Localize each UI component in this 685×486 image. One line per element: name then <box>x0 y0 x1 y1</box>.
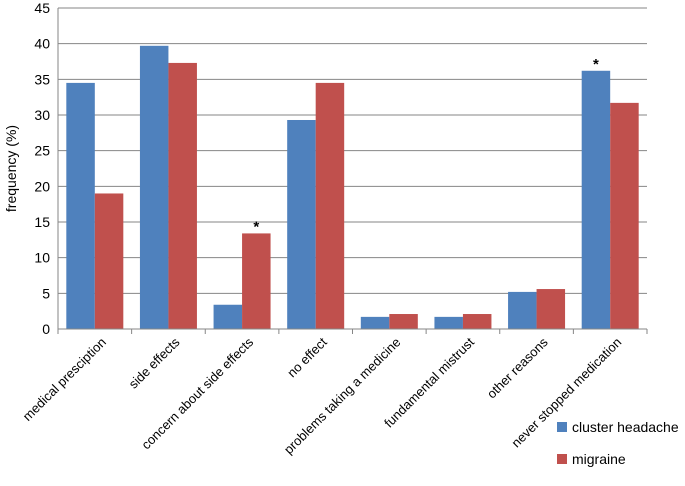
bar-cluster-headache-5 <box>434 316 463 329</box>
bar-cluster-headache-4 <box>360 316 390 329</box>
x-category-label-0: medical presciption <box>20 335 109 424</box>
bar-migraine-6 <box>536 289 566 329</box>
x-category-label-3: no effect <box>284 334 330 380</box>
y-tick-labels: 0 5 10 15 20 25 30 35 40 45 <box>34 0 50 337</box>
x-category-label-1: side effects <box>126 334 183 391</box>
y-tick-label-45: 45 <box>34 0 50 16</box>
y-tick-label-15: 15 <box>34 214 50 230</box>
significance-asterisk-0: * <box>253 218 259 235</box>
bar-cluster-headache-2 <box>213 304 243 329</box>
y-tick-label-30: 30 <box>34 107 50 123</box>
bar-migraine-7 <box>610 102 639 329</box>
x-category-label-6: other reasons <box>484 334 551 401</box>
y-tick-label-25: 25 <box>34 143 50 159</box>
bars <box>66 45 639 330</box>
y-tick-label-35: 35 <box>34 71 50 87</box>
axes <box>57 8 648 334</box>
bar-migraine-3 <box>315 82 345 330</box>
y-tick-label-20: 20 <box>34 178 50 194</box>
bar-migraine-1 <box>168 62 197 329</box>
bar-cluster-headache-3 <box>287 119 316 329</box>
bar-cluster-headache-0 <box>66 82 95 330</box>
bar-cluster-headache-7 <box>581 70 611 330</box>
y-tick-label-40: 40 <box>34 36 50 52</box>
legend-label-1: migraine <box>572 451 626 467</box>
y-tick-label-0: 0 <box>42 321 50 337</box>
bar-migraine-5 <box>462 314 492 329</box>
x-category-label-4: problems taking a medicine <box>281 335 404 458</box>
legend: cluster headache migraine <box>557 419 679 467</box>
bar-cluster-headache-1 <box>139 45 169 329</box>
bar-migraine-4 <box>389 314 418 329</box>
legend-swatch-0 <box>557 422 567 432</box>
y-tick-label-5: 5 <box>42 285 50 301</box>
annotations: ** <box>253 56 599 236</box>
bar-migraine-0 <box>94 193 124 329</box>
y-tick-label-10: 10 <box>34 250 50 266</box>
y-axis-label: frequency (%) <box>3 125 19 212</box>
bar-migraine-2 <box>242 233 271 329</box>
legend-swatch-1 <box>557 454 567 464</box>
legend-label-0: cluster headache <box>572 419 679 435</box>
bar-cluster-headache-6 <box>508 291 537 329</box>
significance-asterisk-1: * <box>593 56 599 73</box>
